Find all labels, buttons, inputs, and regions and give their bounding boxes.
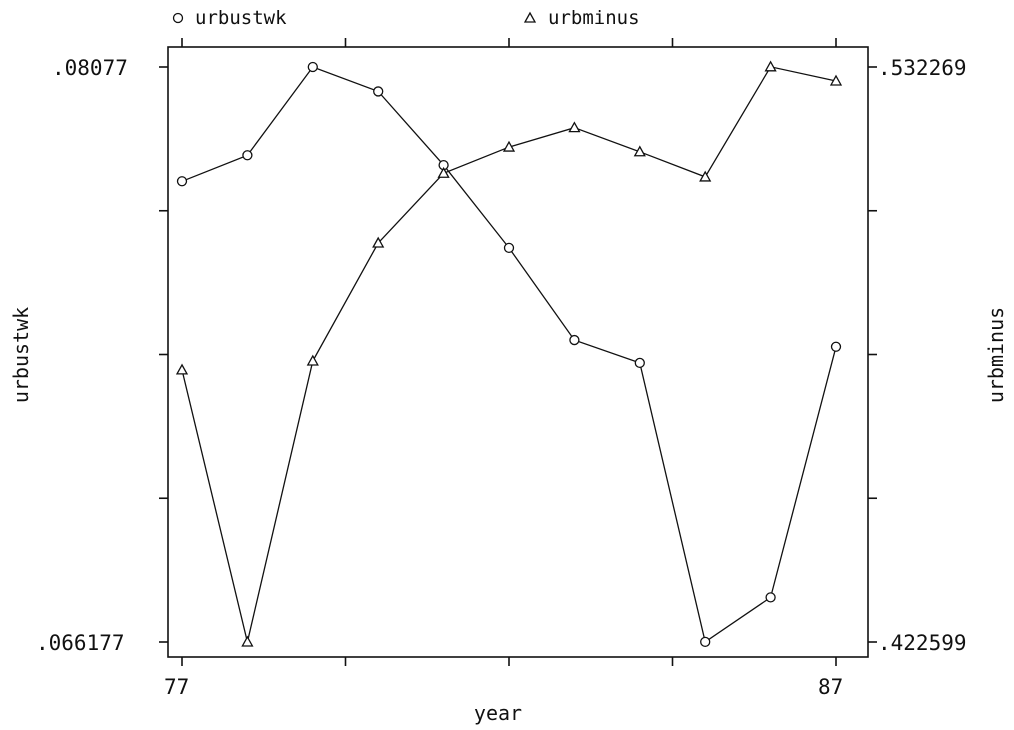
right-axis-min-label: .422599 (878, 631, 967, 655)
point-urbminus-81 (437, 166, 450, 178)
right-axis-max-label: .532269 (878, 56, 967, 80)
legend-triangle-marker (523, 11, 537, 23)
point-urbminus-87 (829, 74, 843, 86)
point-urbustwk-86 (765, 592, 776, 603)
point-urbustwk-82 (503, 242, 515, 254)
point-urbustwk-80 (373, 86, 384, 97)
left-axis-title: urbustwk (9, 307, 33, 403)
legend-circle-marker (172, 12, 184, 24)
left-axis-max-label: .08077 (52, 56, 128, 80)
point-urbustwk-83 (569, 334, 580, 346)
point-urbustwk-87 (830, 341, 842, 352)
legend-label-urbminus: urbminus (548, 7, 640, 29)
point-urbminus-86 (764, 60, 777, 72)
point-urbminus-84 (633, 145, 646, 157)
x-axis-title: year (474, 701, 522, 725)
series-line-urbustwk (181, 66, 837, 643)
point-urbminus-82 (502, 140, 516, 152)
plot-frame (167, 46, 869, 658)
point-urbustwk-84 (634, 357, 645, 369)
x-axis-min-label: 77 (164, 675, 189, 699)
legend: urbustwk urbminus (172, 7, 640, 29)
point-urbustwk-78 (242, 150, 253, 161)
axis-ticks (159, 38, 877, 666)
point-urbminus-78 (241, 635, 254, 647)
point-urbminus-85 (699, 170, 712, 182)
point-urbminus-77 (175, 363, 189, 375)
point-urbminus-83 (568, 121, 581, 133)
point-urbustwk-85 (700, 636, 711, 648)
point-urbustwk-79 (307, 61, 318, 73)
x-axis-max-label: 87 (818, 675, 843, 699)
series-line-urbminus (181, 66, 837, 643)
point-urbustwk-77 (176, 176, 188, 187)
legend-label-urbustwk: urbustwk (195, 7, 287, 29)
right-axis-title: urbminus (984, 307, 1008, 403)
point-urbminus-79 (306, 354, 319, 366)
series-layer (175, 60, 843, 648)
point-urbminus-80 (372, 236, 385, 248)
left-axis-min-label: .066177 (36, 631, 125, 655)
